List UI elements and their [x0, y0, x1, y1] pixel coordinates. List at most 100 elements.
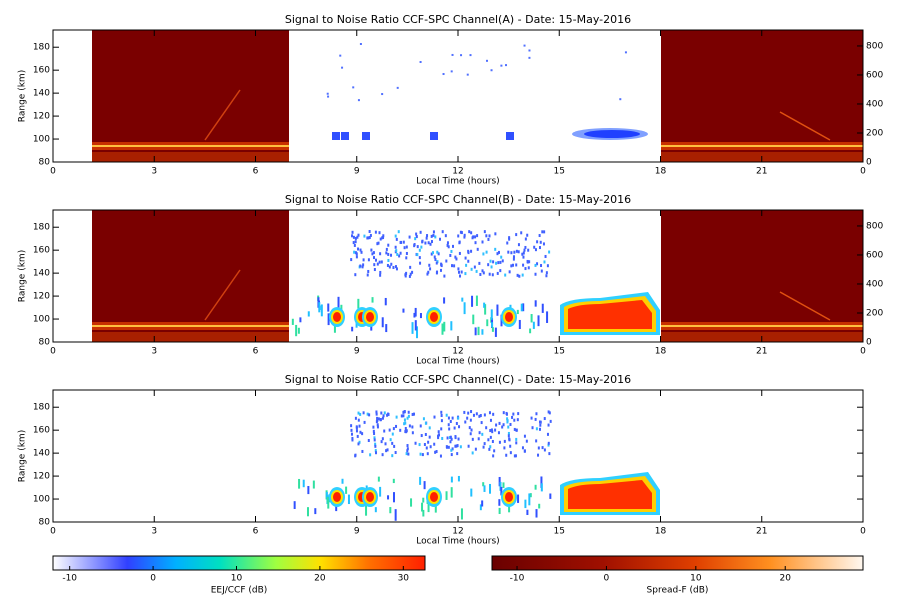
echo-dot [463, 233, 466, 237]
echo-dot [449, 435, 452, 439]
echo-dot [457, 416, 460, 420]
echo-dot [428, 263, 431, 267]
echo-dot [389, 507, 392, 514]
echo-dot [383, 429, 386, 433]
colorbar-label: Spread-F (dB) [647, 586, 709, 596]
echo-dot [363, 234, 366, 238]
echo-dot [351, 326, 354, 332]
echo-dot [427, 241, 430, 245]
echo-dot [352, 241, 355, 245]
echo-dot [426, 272, 429, 276]
spread-f-band [92, 325, 289, 327]
echo-dot [325, 491, 328, 499]
echo-dot [457, 234, 460, 238]
echo-dot [373, 263, 376, 267]
y-tick-label: 80 [39, 158, 51, 168]
y2-tick-label: 400 [866, 99, 883, 109]
echo-dot [461, 297, 464, 302]
echo-dot [485, 59, 488, 62]
echo-dot [528, 493, 531, 506]
echo-dot [370, 248, 373, 252]
echo-dot [355, 426, 358, 430]
echo-dot [539, 420, 542, 424]
echo-dot [373, 268, 376, 272]
colorbar-label: EEJ/CCF (dB) [211, 586, 268, 596]
echo-dot [470, 267, 473, 271]
echo-dot [408, 235, 411, 239]
echo-dot [439, 237, 442, 241]
colorbar-tick-label: 10 [231, 574, 243, 584]
echo-dot [411, 412, 414, 416]
y-tick-label: 120 [33, 292, 50, 302]
echo-dot [350, 432, 353, 436]
echo-dot [432, 230, 435, 234]
echo-dot [380, 411, 383, 415]
x-tick-label: 21 [756, 347, 767, 357]
echo-dot [529, 493, 532, 498]
echo-dot [508, 437, 511, 441]
echo-dot [295, 324, 298, 337]
x-tick-label: 12 [452, 347, 463, 357]
x-tick-label: 6 [253, 167, 259, 177]
echo-dot [539, 240, 542, 244]
echo-dot [337, 296, 340, 308]
echo-blob [505, 312, 513, 322]
echo-dot [365, 504, 368, 516]
echo-dot [359, 412, 362, 416]
echo-dot [396, 86, 399, 89]
echo-dot [376, 425, 379, 429]
echo-dot [513, 454, 516, 458]
echo-dot [483, 485, 486, 492]
echo-dot [421, 453, 424, 457]
echo-blob [366, 492, 374, 502]
echo-dot [546, 311, 549, 323]
echo-dot [481, 269, 484, 273]
spread-f-band [92, 145, 289, 147]
echo-dot [516, 418, 519, 422]
echo-dot [327, 95, 330, 98]
echo-dot [481, 432, 484, 436]
echo-dot [350, 258, 353, 262]
echo-dot [458, 425, 461, 429]
echo-dot [369, 453, 372, 457]
echo-dot [306, 507, 309, 517]
echo-dot [368, 236, 371, 240]
echo-dot [397, 230, 400, 234]
echo-dot [440, 410, 443, 414]
echo-dot [515, 441, 518, 445]
echo-dot [523, 248, 526, 252]
echo-dot [482, 482, 485, 487]
echo-dot [355, 429, 358, 433]
echo-dot [350, 428, 353, 432]
echo-dot [492, 454, 495, 458]
echo-dot [429, 242, 432, 246]
echo-dot [384, 297, 387, 306]
echo-dot [435, 271, 438, 275]
echo-dot [516, 309, 519, 315]
echo-dot [538, 503, 541, 509]
echo-dot [508, 236, 511, 240]
echo-dot [485, 426, 488, 430]
y-tick-label: 180 [33, 223, 50, 233]
echo-dot [489, 429, 492, 433]
echo-dot [521, 273, 524, 277]
echo-dot [411, 322, 414, 334]
echo-dot [446, 436, 449, 440]
echo-dot [512, 255, 515, 259]
x-tick-label: 3 [151, 347, 157, 357]
echo-dot [470, 488, 473, 497]
echo-dot [535, 509, 538, 518]
echo-dot [368, 230, 371, 234]
echo-dot [506, 420, 509, 424]
x-tick-label: 21 [756, 527, 767, 537]
echo-dot [536, 262, 539, 266]
echo-dot [459, 230, 462, 234]
echo-dot [418, 443, 421, 447]
echo-dot [297, 327, 300, 334]
echo-dot [327, 500, 330, 509]
echo-dot [506, 417, 509, 421]
echo-dot [482, 445, 485, 449]
echo-dot [413, 412, 416, 416]
echo-dot [415, 232, 418, 236]
echo-dot [402, 414, 405, 418]
